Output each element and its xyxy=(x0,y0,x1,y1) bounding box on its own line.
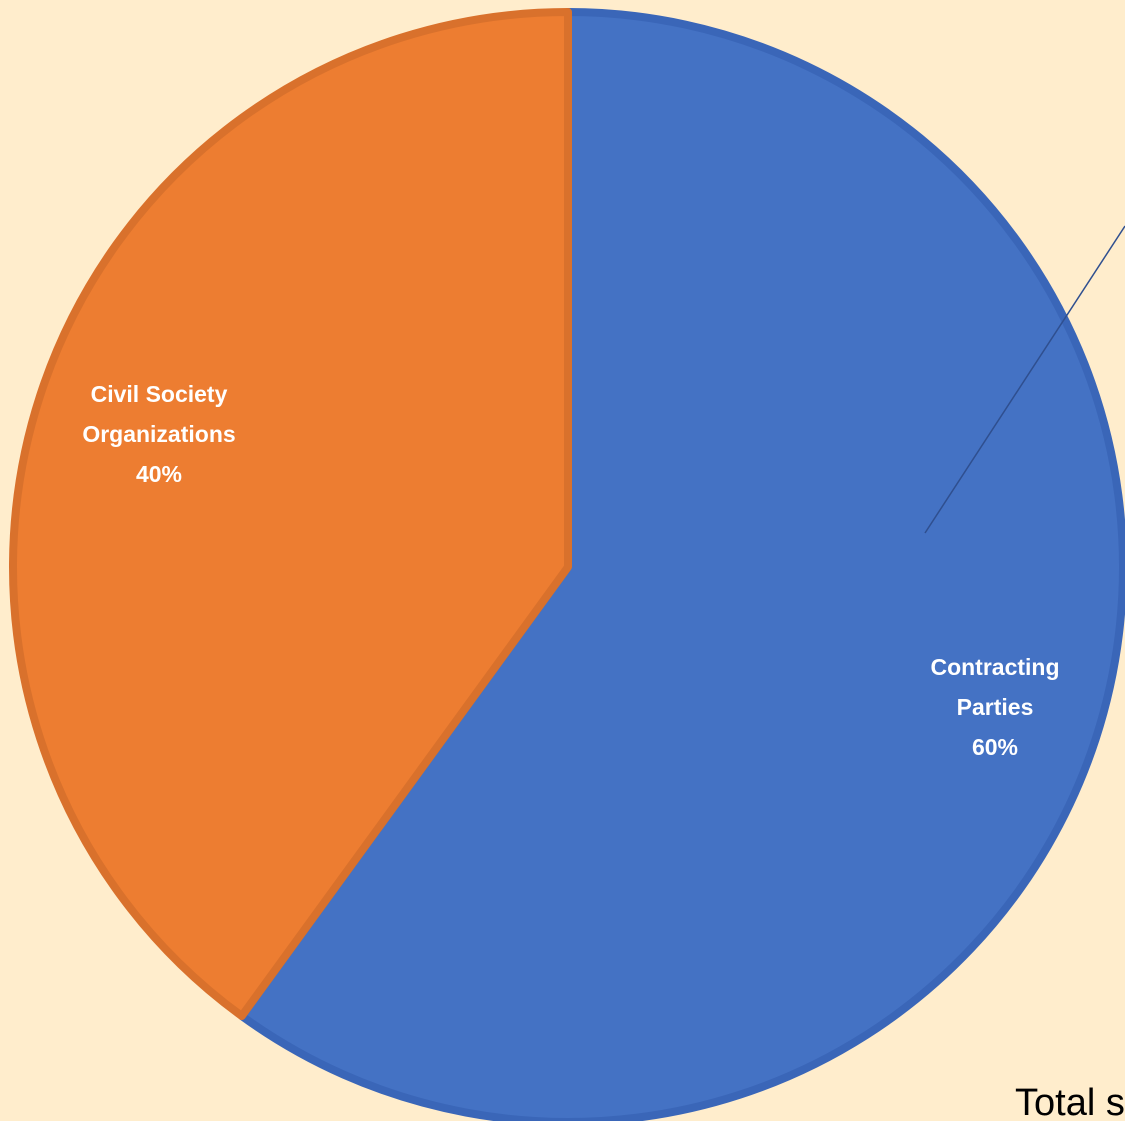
slice-percent-label: 60% xyxy=(972,734,1018,760)
slice-label-1: Contracting Parties 60% xyxy=(930,654,1059,760)
pie-labels: Contracting Parties 60% Civil Society Organi… xyxy=(82,381,1059,760)
slice-label-line: Organizations xyxy=(82,421,235,447)
slice-label-line: Civil Society xyxy=(91,381,228,407)
pie-slice-2 xyxy=(9,8,572,1020)
pie-slices xyxy=(9,8,1125,1121)
slice-label-2: Civil Society Organizations 40% xyxy=(82,381,235,487)
footer-text: Total s xyxy=(1015,1082,1125,1121)
slice-label-line: Parties xyxy=(957,694,1034,720)
pie-slice-1 xyxy=(237,8,1125,1121)
slice-percent-label: 40% xyxy=(136,461,182,487)
leader-line xyxy=(924,225,1125,534)
slice-label-line: Contracting xyxy=(930,654,1059,680)
